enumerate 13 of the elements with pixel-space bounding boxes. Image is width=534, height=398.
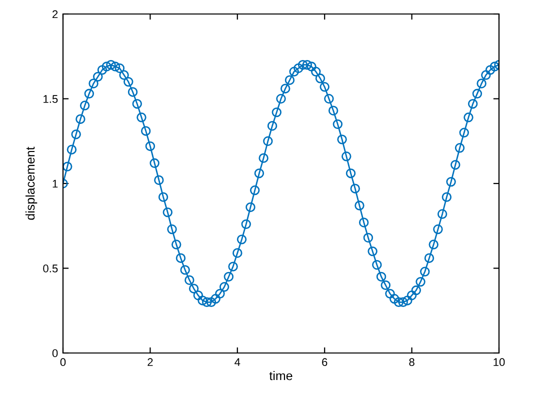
x-tick-label: 4 [234, 358, 240, 366]
y-tick-label: 0 [52, 349, 58, 358]
y-axis-title: displacement [25, 146, 38, 220]
x-tick-label: 8 [409, 358, 414, 366]
y-tick-label: 2 [52, 10, 58, 18]
x-tick-label: 0 [60, 358, 66, 366]
x-tick-label: 2 [148, 358, 153, 366]
y-tick-label: 0.5 [43, 264, 58, 272]
y-tick-label: 1.5 [44, 95, 58, 103]
x-tick-label: 10 [494, 358, 505, 366]
x-tick-label: 6 [322, 358, 328, 366]
y-tick-label: 1 [52, 180, 58, 188]
x-axis-title: time [269, 370, 292, 380]
